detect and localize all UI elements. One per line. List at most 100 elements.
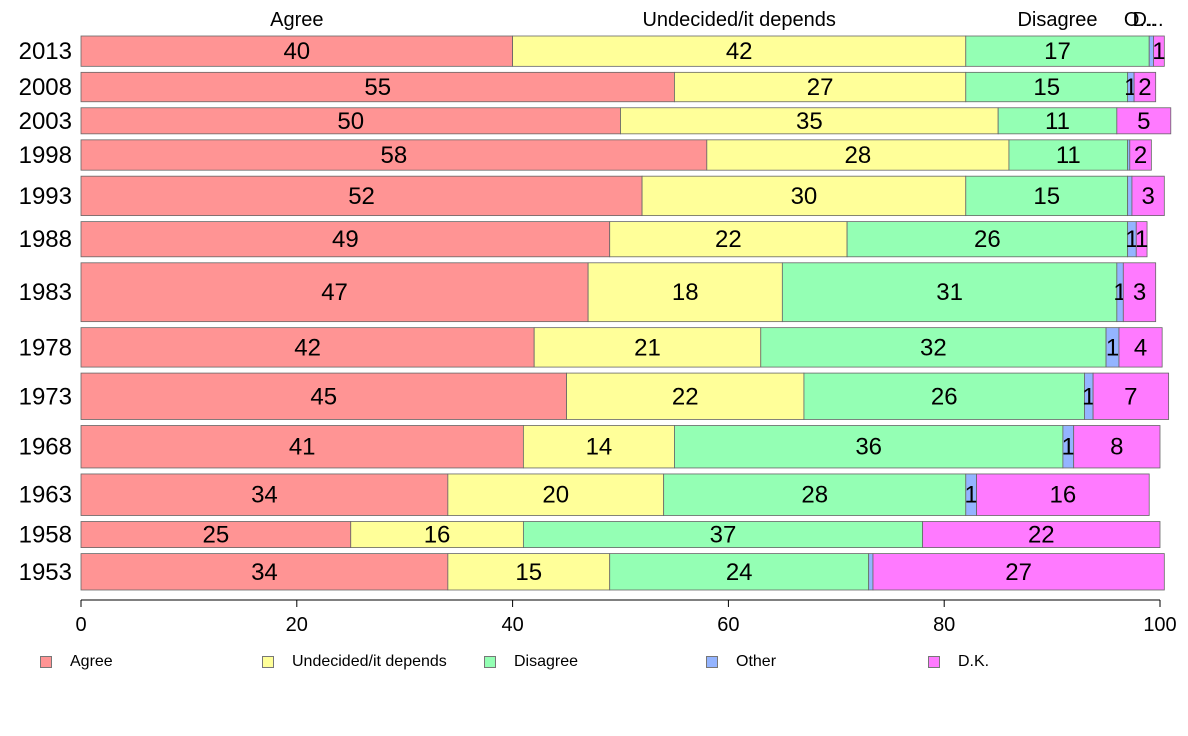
bar-segment-2003-1 bbox=[620, 107, 999, 135]
bar-segment-1973-0 bbox=[80, 372, 567, 420]
bar-segment-1958-1 bbox=[350, 521, 524, 548]
bar-segment-2008-1 bbox=[674, 71, 967, 103]
bar-segment-1963-1 bbox=[447, 473, 665, 516]
bar-value-label-1968-3: 1 bbox=[1062, 434, 1075, 461]
bar-value-label-2008-4: 2 bbox=[1138, 74, 1151, 101]
bar-row-1983: 47 18 31 1 3 bbox=[80, 262, 1157, 323]
year-label-1968: 1968 bbox=[19, 434, 72, 461]
x-tick-label-60: 60 bbox=[717, 614, 739, 636]
bar-segment-1998-4 bbox=[1129, 139, 1152, 171]
top-label-0: Agree bbox=[270, 9, 323, 31]
bar-segment-1988-2 bbox=[846, 221, 1129, 258]
bar-segment-1988-0 bbox=[80, 221, 611, 258]
top-category-labels: Agree Undecided/it depends Disagree O...D..… bbox=[270, 9, 1163, 31]
year-label-2003: 2003 bbox=[19, 108, 72, 135]
bar-value-label-1963-0: 34 bbox=[251, 482, 278, 509]
bar-value-label-1998-2: 11 bbox=[1056, 142, 1081, 169]
bar-value-label-1953-0: 34 bbox=[251, 559, 278, 586]
bar-value-label-2003-4: 5 bbox=[1137, 108, 1150, 135]
bar-value-label-1973-1: 22 bbox=[672, 383, 699, 410]
bar-value-label-1983-0: 47 bbox=[321, 279, 348, 306]
bar-value-label-2003-1: 35 bbox=[796, 108, 823, 135]
bar-segment-1953-4 bbox=[872, 553, 1165, 591]
legend-swatch bbox=[40, 656, 52, 668]
bar-segment-1963-4 bbox=[976, 473, 1150, 516]
x-tick-label-80: 80 bbox=[933, 614, 955, 636]
bar-value-label-1973-4: 7 bbox=[1124, 383, 1137, 410]
bar-segment-1973-1 bbox=[566, 372, 805, 420]
bar-segment-1988-1 bbox=[609, 221, 848, 258]
top-label-4: D... bbox=[1132, 9, 1163, 31]
bar-segment-2003-4 bbox=[1116, 107, 1172, 135]
bar-segment-1998-2 bbox=[1008, 139, 1129, 171]
bar-value-label-2008-1: 27 bbox=[807, 74, 834, 101]
legend-swatch bbox=[928, 656, 940, 668]
legend-label: Agree bbox=[70, 653, 113, 670]
bar-value-label-1993-2: 15 bbox=[1033, 183, 1060, 210]
top-label-3: O... bbox=[1124, 9, 1156, 31]
year-label-1973: 1973 bbox=[19, 383, 72, 410]
bar-value-label-1953-2: 24 bbox=[726, 559, 753, 586]
bar-value-label-2013-4: 1 bbox=[1152, 38, 1165, 65]
bar-row-2013: 40 42 17 1 bbox=[80, 35, 1166, 67]
year-label-1983: 1983 bbox=[19, 279, 72, 306]
year-label-2008: 2008 bbox=[19, 74, 72, 101]
legend-item-1: Undecided/it depends bbox=[262, 650, 447, 674]
bar-value-label-1973-0: 45 bbox=[310, 383, 337, 410]
x-tick-label-0: 0 bbox=[75, 614, 86, 636]
bar-value-label-2003-2: 11 bbox=[1045, 108, 1070, 135]
bar-row-1953: 34 15 24 27 bbox=[80, 553, 1165, 591]
bar-value-label-2013-0: 40 bbox=[283, 38, 310, 65]
legend-label: D.K. bbox=[958, 653, 990, 670]
bar-segment-1998-0 bbox=[80, 139, 708, 171]
bar-value-label-1988-2: 26 bbox=[974, 226, 1001, 253]
top-label-2: Disagree bbox=[1017, 9, 1097, 31]
legend-label: Undecided/it depends bbox=[292, 653, 447, 670]
bar-value-label-1998-4: 2 bbox=[1134, 142, 1147, 169]
bar-segment-1968-1 bbox=[522, 425, 675, 469]
bar-value-label-2013-2: 17 bbox=[1044, 38, 1071, 65]
bar-value-label-1958-2: 37 bbox=[710, 522, 737, 549]
bar-value-label-1983-1: 18 bbox=[672, 279, 699, 306]
bar-segment-1993-0 bbox=[80, 175, 643, 217]
bar-segment-1968-2 bbox=[674, 425, 1064, 469]
legend-item-2: Disagree bbox=[484, 650, 578, 674]
bar-segment-1953-3 bbox=[868, 553, 874, 591]
bar-segment-1993-3 bbox=[1127, 175, 1133, 217]
year-label-1993: 1993 bbox=[19, 183, 72, 210]
bar-value-label-1968-4: 8 bbox=[1110, 434, 1123, 461]
bar-value-label-1993-0: 52 bbox=[348, 183, 375, 210]
bar-value-label-1983-2: 31 bbox=[936, 279, 963, 306]
bar-row-1968: 41 14 36 1 8 bbox=[80, 425, 1161, 469]
bar-segment-1958-0 bbox=[80, 521, 352, 548]
bar-segment-1983-0 bbox=[80, 262, 589, 323]
bar-row-1993: 52 30 15 3 bbox=[80, 175, 1165, 217]
bar-segment-1978-4 bbox=[1118, 327, 1163, 368]
bar-value-label-1968-2: 36 bbox=[855, 434, 882, 461]
bar-value-label-1983-4: 3 bbox=[1133, 279, 1146, 306]
bar-value-label-1978-2: 32 bbox=[920, 334, 947, 361]
year-label-1978: 1978 bbox=[19, 334, 72, 361]
legend-item-3: Other bbox=[706, 650, 776, 674]
bar-value-label-1988-1: 22 bbox=[715, 226, 742, 253]
bar-value-label-1988-4: 1 bbox=[1135, 226, 1148, 253]
year-label-1953: 1953 bbox=[19, 559, 72, 586]
bar-value-label-1988-0: 49 bbox=[332, 226, 359, 253]
bar-segment-1973-4 bbox=[1092, 372, 1170, 420]
legend-swatch bbox=[262, 656, 274, 668]
x-tick-label-100: 100 bbox=[1143, 614, 1176, 636]
bar-segment-1983-4 bbox=[1122, 262, 1157, 323]
bar-value-label-1998-0: 58 bbox=[381, 142, 408, 169]
bar-value-label-1958-0: 25 bbox=[203, 522, 230, 549]
legend-label: Disagree bbox=[514, 653, 579, 670]
bar-segment-1963-2 bbox=[663, 473, 967, 516]
bar-segment-1968-4 bbox=[1073, 425, 1161, 469]
bar-segment-1993-1 bbox=[641, 175, 967, 217]
bar-segment-1978-2 bbox=[760, 327, 1107, 368]
bar-segment-1993-2 bbox=[965, 175, 1129, 217]
bar-value-label-1993-4: 3 bbox=[1141, 183, 1154, 210]
bar-segment-2008-0 bbox=[80, 71, 675, 103]
bar-segment-1993-4 bbox=[1131, 175, 1165, 217]
bar-segment-1973-2 bbox=[803, 372, 1085, 420]
bar-value-label-1988-3: 1 bbox=[1125, 226, 1138, 253]
